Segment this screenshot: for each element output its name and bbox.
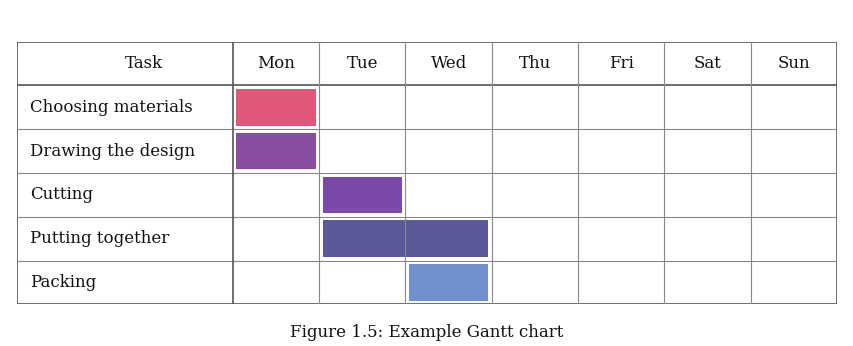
Text: Mon: Mon [257,55,294,72]
Text: Tue: Tue [346,55,378,72]
Text: Figure 1.5: Example Gantt chart: Figure 1.5: Example Gantt chart [290,324,563,341]
Text: Drawing the design: Drawing the design [30,143,195,160]
Text: Task: Task [125,55,163,72]
Bar [322,220,488,257]
Text: Sat: Sat [693,55,721,72]
Text: Sun: Sun [776,55,809,72]
Text: Packing: Packing [30,274,96,291]
Text: Thu: Thu [518,55,550,72]
Bar [236,89,316,126]
Text: Putting together: Putting together [30,230,169,247]
Bar [409,264,488,301]
Text: Fri: Fri [608,55,633,72]
Bar [236,133,316,170]
Bar [322,176,402,213]
Text: Cutting: Cutting [30,186,93,203]
Text: Wed: Wed [430,55,466,72]
Text: Choosing materials: Choosing materials [30,99,193,116]
